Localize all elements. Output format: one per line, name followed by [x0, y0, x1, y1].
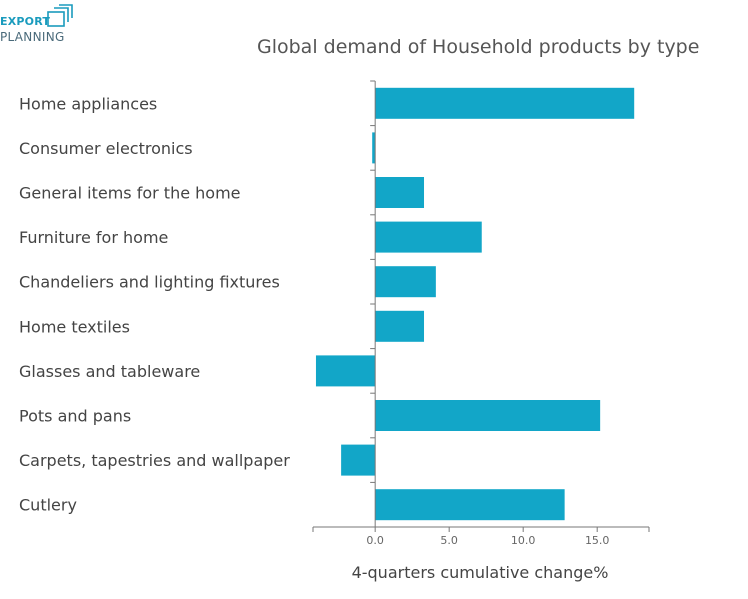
- chart-title: Global demand of Household products by t…: [257, 36, 700, 58]
- bar-7: [375, 400, 601, 431]
- bar-9: [375, 489, 565, 521]
- category-label-1: Consumer electronics: [19, 139, 193, 158]
- category-label-6: Glasses and tableware: [19, 362, 200, 381]
- x-tick-label-2: 10.0: [511, 534, 536, 547]
- category-label-3: Furniture for home: [19, 228, 168, 247]
- category-label-2: General items for the home: [19, 184, 241, 203]
- x-axis: 0.0 5.0 10.0 15.0: [312, 526, 650, 547]
- export-planning-logo: EXPORT PLANNING: [0, 4, 80, 50]
- category-label-0: Home appliances: [19, 94, 157, 113]
- category-label-9: Cutlery: [19, 496, 77, 515]
- category-label-7: Pots and pans: [19, 407, 131, 426]
- category-labels-group: Home appliances Consumer electronics Gener…: [19, 94, 290, 514]
- bars-group: [315, 87, 635, 521]
- x-tick-label-0: 0.0: [366, 534, 384, 547]
- x-axis-title: 4-quarters cumulative change%: [352, 563, 609, 582]
- logo-line-1: EXPORT: [0, 15, 51, 28]
- bar-1: [372, 132, 376, 164]
- bar-3: [375, 221, 482, 253]
- bar-0: [375, 87, 635, 119]
- bar-4: [375, 266, 436, 298]
- logo-line-2: PLANNING: [0, 30, 65, 44]
- category-label-8: Carpets, tapestries and wallpaper: [19, 451, 290, 470]
- x-tick-label-3: 15.0: [585, 534, 610, 547]
- category-label-5: Home textiles: [19, 317, 130, 336]
- logo-mark-icon: [47, 4, 73, 27]
- category-label-4: Chandeliers and lighting fixtures: [19, 273, 280, 292]
- bar-2: [375, 177, 425, 208]
- bar-6: [315, 355, 376, 387]
- bar-5: [375, 310, 425, 342]
- y-axis: [370, 80, 376, 528]
- bar-8: [341, 444, 376, 476]
- x-tick-label-1: 5.0: [440, 534, 458, 547]
